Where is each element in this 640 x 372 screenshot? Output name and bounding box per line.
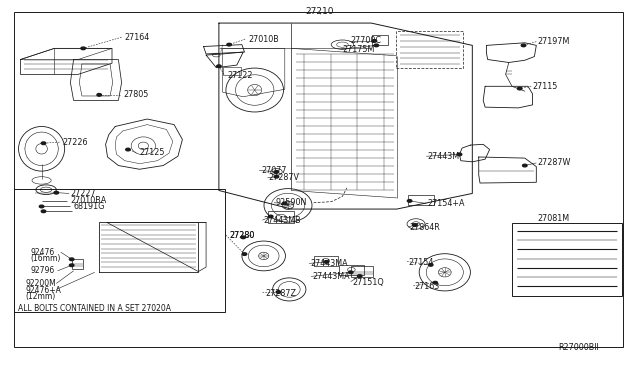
Text: 68191G: 68191G: [74, 202, 105, 211]
Circle shape: [243, 253, 247, 256]
Circle shape: [41, 142, 46, 144]
Bar: [72, 259, 83, 269]
Text: 27197M: 27197M: [538, 37, 570, 46]
Text: 92200M: 92200M: [26, 279, 56, 288]
Circle shape: [372, 40, 376, 42]
Bar: [223, 67, 241, 75]
Bar: [408, 195, 434, 205]
Circle shape: [283, 202, 287, 205]
Text: 92476: 92476: [31, 248, 55, 257]
Text: 27010BA: 27010BA: [70, 196, 107, 205]
Text: 27280: 27280: [229, 231, 255, 240]
Bar: [512, 223, 622, 296]
Text: 27210: 27210: [306, 7, 334, 16]
Circle shape: [216, 65, 221, 68]
Text: ALL BOLTS CONTAINED IN A SET 27020A: ALL BOLTS CONTAINED IN A SET 27020A: [18, 304, 171, 312]
Circle shape: [227, 43, 232, 46]
Text: 27125: 27125: [140, 148, 165, 157]
Bar: [268, 211, 294, 223]
Text: (16mm): (16mm): [31, 254, 61, 263]
Circle shape: [521, 44, 526, 47]
Text: (12mm): (12mm): [26, 292, 56, 301]
Bar: [314, 256, 338, 266]
Circle shape: [324, 260, 329, 263]
Text: 92796: 92796: [31, 266, 55, 275]
Text: 27154+A: 27154+A: [428, 199, 465, 208]
Text: 27287V: 27287V: [269, 173, 300, 182]
Bar: [351, 266, 373, 277]
Circle shape: [358, 275, 362, 278]
Text: 27122: 27122: [227, 71, 253, 80]
Text: 27700C: 27700C: [351, 36, 381, 45]
Circle shape: [41, 210, 46, 213]
Circle shape: [125, 148, 131, 151]
Bar: [14, 189, 225, 312]
Circle shape: [349, 271, 353, 274]
Circle shape: [433, 281, 438, 284]
Text: 27287W: 27287W: [538, 158, 571, 167]
Text: 27154: 27154: [408, 258, 434, 267]
Text: 27163: 27163: [415, 282, 440, 291]
Text: 27010B: 27010B: [248, 35, 279, 44]
Text: 27164: 27164: [125, 33, 150, 42]
Text: 27081M: 27081M: [538, 214, 570, 223]
Circle shape: [97, 94, 101, 96]
Circle shape: [241, 236, 246, 239]
Circle shape: [457, 153, 462, 156]
Circle shape: [275, 170, 279, 173]
Circle shape: [269, 215, 273, 218]
Text: 27115: 27115: [532, 82, 558, 91]
Text: 27227: 27227: [70, 189, 96, 198]
Circle shape: [70, 258, 74, 261]
Text: 27443MB: 27443MB: [264, 216, 301, 225]
Bar: [339, 265, 364, 275]
Circle shape: [408, 199, 412, 202]
Text: 27805: 27805: [124, 90, 149, 99]
Bar: [396, 31, 463, 68]
Circle shape: [518, 87, 522, 90]
Text: 27443M: 27443M: [428, 152, 460, 161]
Text: 92590N: 92590N: [275, 198, 307, 207]
Text: 27287Z: 27287Z: [266, 289, 296, 298]
Text: 27151Q: 27151Q: [352, 278, 384, 287]
Circle shape: [275, 176, 279, 178]
Bar: [372, 35, 388, 45]
Circle shape: [81, 47, 86, 50]
Circle shape: [70, 264, 74, 266]
Circle shape: [429, 263, 433, 266]
Text: 27864R: 27864R: [410, 223, 440, 232]
Circle shape: [276, 291, 280, 293]
Circle shape: [522, 164, 527, 167]
Circle shape: [374, 44, 379, 47]
Text: 27280: 27280: [229, 231, 255, 240]
Text: 27226: 27226: [63, 138, 88, 147]
Text: 92476+A: 92476+A: [26, 286, 61, 295]
Circle shape: [413, 224, 417, 226]
Text: 27077: 27077: [261, 166, 287, 175]
Text: 27443MA: 27443MA: [310, 259, 348, 268]
Text: 27175M: 27175M: [342, 45, 375, 54]
Circle shape: [40, 205, 44, 208]
Text: 27443MA: 27443MA: [312, 272, 350, 281]
Text: R27000BII: R27000BII: [558, 343, 599, 352]
Circle shape: [54, 192, 59, 194]
